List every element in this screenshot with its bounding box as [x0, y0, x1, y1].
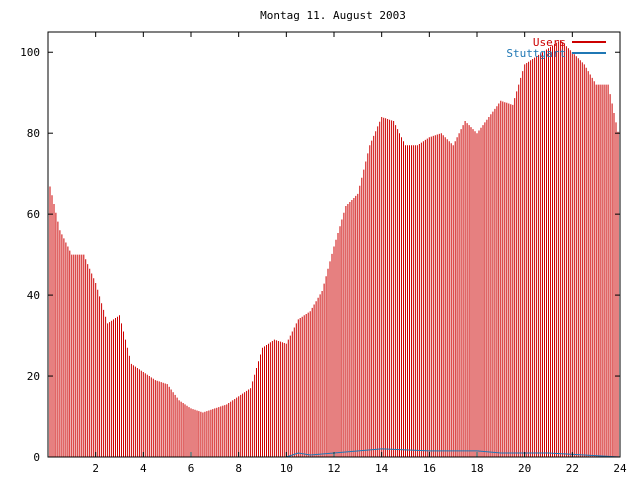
x-tick-label: 16	[423, 462, 436, 475]
users-series	[47, 40, 621, 457]
stuttgart-series	[48, 448, 621, 458]
legend: Users Stuttgart	[506, 36, 606, 60]
x-tick-label: 6	[188, 462, 195, 475]
chart-title: Montag 11. August 2003	[260, 9, 406, 22]
legend-label-stuttgart: Stuttgart	[506, 47, 566, 60]
x-tick-label: 12	[327, 462, 340, 475]
x-tick-label: 10	[280, 462, 293, 475]
x-tick-label: 14	[375, 462, 389, 475]
x-tick-label: 4	[140, 462, 147, 475]
x-tick-label: 22	[566, 462, 579, 475]
y-tick-label: 20	[27, 370, 40, 383]
x-axis-ticks: 2 4 6 8 10 12 14 16 18 20 22 24	[92, 32, 627, 475]
y-tick-label: 80	[27, 127, 40, 140]
x-tick-label: 24	[613, 462, 627, 475]
legend-label-users: Users	[533, 36, 566, 49]
x-tick-label: 8	[235, 462, 242, 475]
y-tick-label: 60	[27, 208, 40, 221]
x-tick-label: 20	[518, 462, 531, 475]
y-axis-ticks: 0 20 40 60 80 100	[20, 46, 620, 464]
y-tick-label: 0	[33, 451, 40, 464]
y-tick-label: 100	[20, 46, 40, 59]
y-tick-label: 40	[27, 289, 40, 302]
stuttgart-line	[48, 448, 621, 458]
x-tick-label: 18	[470, 462, 483, 475]
x-tick-label: 2	[92, 462, 99, 475]
